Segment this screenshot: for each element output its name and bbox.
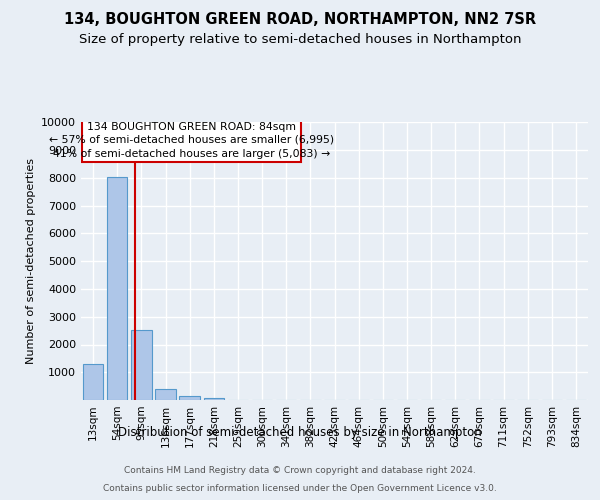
Text: Contains HM Land Registry data © Crown copyright and database right 2024.: Contains HM Land Registry data © Crown c… — [124, 466, 476, 475]
Text: Size of property relative to semi-detached houses in Northampton: Size of property relative to semi-detach… — [79, 33, 521, 46]
Bar — [155, 389, 176, 400]
Text: 134 BOUGHTON GREEN ROAD: 84sqm: 134 BOUGHTON GREEN ROAD: 84sqm — [87, 122, 296, 132]
Text: 41% of semi-detached houses are larger (5,083) →: 41% of semi-detached houses are larger (… — [53, 150, 330, 160]
FancyBboxPatch shape — [82, 120, 301, 162]
Text: ← 57% of semi-detached houses are smaller (6,995): ← 57% of semi-detached houses are smalle… — [49, 135, 334, 145]
Bar — [107, 176, 127, 400]
Bar — [179, 396, 200, 400]
Text: 134, BOUGHTON GREEN ROAD, NORTHAMPTON, NN2 7SR: 134, BOUGHTON GREEN ROAD, NORTHAMPTON, N… — [64, 12, 536, 28]
Text: Contains public sector information licensed under the Open Government Licence v3: Contains public sector information licen… — [103, 484, 497, 493]
Text: Distribution of semi-detached houses by size in Northampton: Distribution of semi-detached houses by … — [118, 426, 482, 439]
Bar — [131, 330, 152, 400]
Y-axis label: Number of semi-detached properties: Number of semi-detached properties — [26, 158, 35, 364]
Bar — [203, 398, 224, 400]
Bar — [83, 364, 103, 400]
